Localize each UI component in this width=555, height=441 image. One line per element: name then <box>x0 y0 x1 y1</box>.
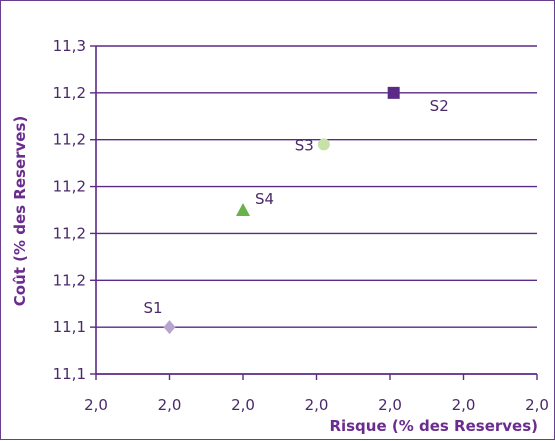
y-tick-label: 11,2 <box>53 224 86 242</box>
point-label: S1 <box>144 299 163 317</box>
point-label: S4 <box>255 190 274 208</box>
x-tick-label: 2,0 <box>84 396 108 414</box>
y-tick-label: 11,2 <box>53 131 86 149</box>
x-tick-label: 2,0 <box>525 396 549 414</box>
x-tick-labels: 2,0 2,0 2,0 2,0 2,0 2,0 2,0 <box>84 396 549 414</box>
y-tick-labels: 11,3 11,2 11,2 11,2 11,2 11,2 11,1 11,1 <box>53 37 86 383</box>
x-tick-label: 2,0 <box>231 396 255 414</box>
x-tick-label: 2,0 <box>158 396 182 414</box>
data-points <box>163 86 400 335</box>
x-tick-label: 2,0 <box>305 396 329 414</box>
point-label: S3 <box>295 136 314 154</box>
y-tick-label: 11,2 <box>53 178 86 196</box>
x-tick-label: 2,0 <box>452 396 476 414</box>
x-axis-title: Risque (% des Reserves) <box>329 417 538 435</box>
point-label: S2 <box>430 97 449 115</box>
axes <box>95 46 538 380</box>
y-tick-label: 11,1 <box>53 318 86 336</box>
point-s4 <box>236 203 250 216</box>
point-s1 <box>163 320 176 335</box>
y-axis-title: Coût (% des Reserves) <box>11 116 29 307</box>
x-tick-label: 2,0 <box>378 396 402 414</box>
point-s3 <box>317 138 330 151</box>
y-tick-label: 11,2 <box>53 271 86 289</box>
gridlines <box>90 45 537 375</box>
point-s2 <box>387 86 400 99</box>
y-tick-label: 11,1 <box>53 365 86 383</box>
y-tick-label: 11,2 <box>53 84 86 102</box>
y-tick-label: 11,3 <box>53 37 86 55</box>
point-labels: S1 S4 S3 S2 <box>144 97 449 317</box>
